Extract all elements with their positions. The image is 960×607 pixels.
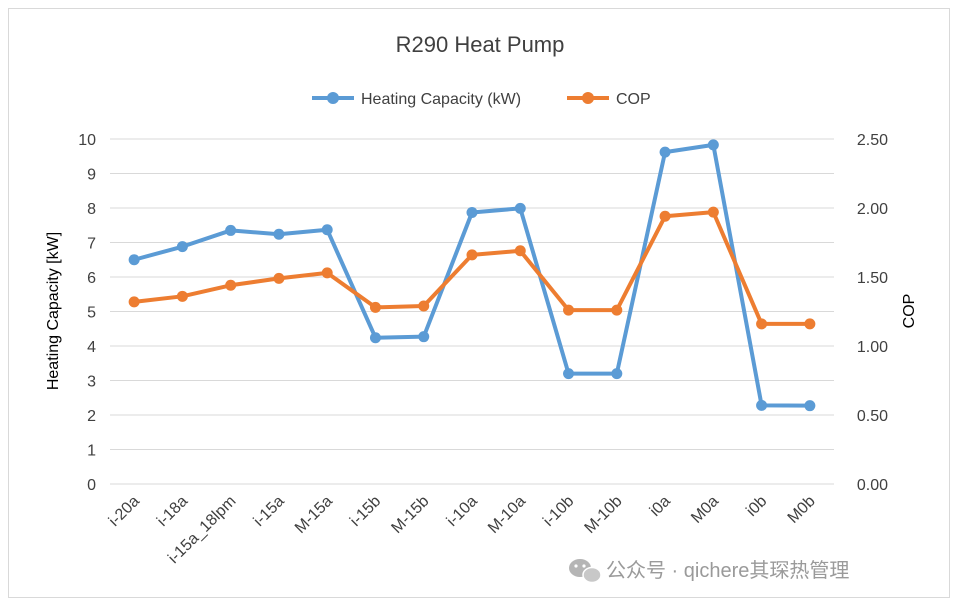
- data-point-cop: [369, 301, 381, 313]
- data-point-heating-capacity: [225, 224, 237, 236]
- series-line-heating-capacity: [133, 142, 810, 408]
- y2-tick-label: 0.50: [857, 408, 888, 425]
- x-tick-label: M-10b: [582, 493, 626, 537]
- legend-marker-cop: [582, 92, 594, 104]
- y-tick-label: 2: [87, 408, 96, 425]
- data-point-cop: [466, 249, 478, 261]
- data-point-cop: [176, 290, 188, 302]
- y-tick-label: 4: [87, 339, 96, 356]
- y-tick-label: 0: [87, 477, 96, 494]
- y2-tick-label: 1.00: [857, 339, 888, 356]
- y-tick-label: 5: [87, 305, 96, 322]
- data-point-heating-capacity: [176, 241, 188, 253]
- right-axis-title: COP: [901, 294, 918, 329]
- legend-label-cop: COP: [616, 91, 651, 108]
- y-tick-label: 9: [87, 167, 96, 184]
- y-tick-label: 8: [87, 201, 96, 218]
- data-point-cop: [128, 296, 140, 308]
- legend: Heating Capacity (kW) COP: [312, 91, 651, 108]
- x-tick-label: i-15a: [251, 493, 288, 530]
- x-tick-label: i-15b: [347, 493, 384, 530]
- data-point-heating-capacity: [756, 399, 768, 411]
- left-axis-ticks: 0 1 2 3 4 5 6 7 8 9 10: [78, 132, 96, 494]
- data-point-heating-capacity: [659, 146, 671, 158]
- data-point-heating-capacity: [466, 206, 478, 218]
- legend-label-heating: Heating Capacity (kW): [361, 91, 521, 108]
- x-tick-label: i-10a: [444, 493, 481, 530]
- watermark: 公众号 · qichere其琛热管理: [569, 559, 849, 584]
- data-point-cop: [563, 304, 575, 316]
- chart-frame: [8, 8, 950, 598]
- x-tick-label: i0a: [647, 493, 674, 520]
- series-lines: [128, 139, 816, 412]
- data-point-cop: [225, 279, 237, 291]
- x-tick-label: i-10b: [540, 493, 577, 530]
- legend-marker-heating: [327, 92, 339, 104]
- y-tick-label: 6: [87, 270, 96, 287]
- data-point-heating-capacity: [128, 254, 140, 266]
- y2-tick-label: 0.00: [857, 477, 888, 494]
- watermark-text: 公众号 · qichere其琛热管理: [606, 559, 849, 582]
- data-point-cop: [804, 318, 816, 330]
- data-point-cop: [273, 272, 285, 284]
- y2-tick-label: 1.50: [857, 270, 888, 287]
- x-tick-label: M-15a: [292, 493, 336, 537]
- x-tick-label: i-18a: [154, 493, 191, 530]
- data-point-heating-capacity: [369, 332, 381, 344]
- y-tick-label: 1: [87, 443, 96, 460]
- data-point-cop: [611, 304, 623, 316]
- x-tick-label: M0b: [785, 493, 819, 527]
- chart-title: R290 Heat Pump: [396, 32, 565, 57]
- x-tick-label: M-10a: [485, 493, 529, 537]
- data-point-heating-capacity: [514, 202, 526, 214]
- data-point-heating-capacity: [418, 331, 430, 343]
- x-tick-label: M0a: [688, 493, 722, 527]
- data-point-cop: [659, 210, 671, 222]
- data-point-heating-capacity: [804, 400, 816, 412]
- data-point-cop: [514, 245, 526, 257]
- wechat-icon: [569, 559, 602, 584]
- y-tick-label: 3: [87, 374, 96, 391]
- right-axis-ticks: 0.00 0.50 1.00 1.50 2.00 2.50: [857, 132, 888, 494]
- data-point-cop: [756, 318, 768, 330]
- x-tick-label: i-20a: [106, 493, 143, 530]
- y-tick-label: 7: [87, 236, 96, 253]
- gridlines: [110, 138, 834, 485]
- data-point-heating-capacity: [707, 139, 719, 151]
- data-point-heating-capacity: [273, 228, 285, 240]
- x-tick-label: i0b: [743, 493, 770, 520]
- y-tick-label: 10: [78, 132, 96, 149]
- x-tick-label: M-15b: [388, 493, 432, 537]
- data-point-heating-capacity: [563, 368, 575, 380]
- data-point-cop: [321, 267, 333, 279]
- y2-tick-label: 2.00: [857, 201, 888, 218]
- y2-tick-label: 2.50: [857, 132, 888, 149]
- left-axis-title: Heating Capacity [kW]: [45, 232, 62, 390]
- data-point-heating-capacity: [611, 368, 623, 380]
- data-point-cop: [707, 206, 719, 218]
- data-point-heating-capacity: [321, 224, 333, 236]
- data-point-cop: [418, 300, 430, 312]
